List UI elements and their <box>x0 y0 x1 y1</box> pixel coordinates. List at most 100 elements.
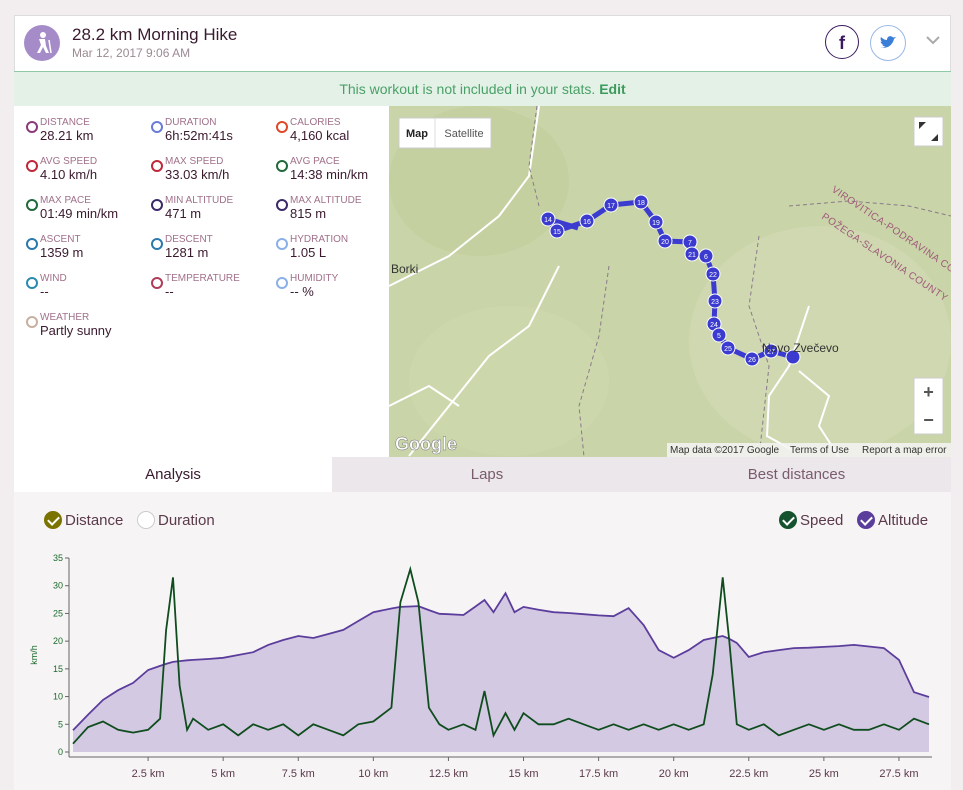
route-marker[interactable] <box>603 197 619 213</box>
toggle-box <box>857 511 875 529</box>
marker-label: 21 <box>688 252 696 259</box>
y-axis-label: km/h <box>29 645 39 665</box>
road <box>408 265 560 457</box>
workout-date: Mar 12, 2017 9:06 AM <box>72 46 191 60</box>
expand-chevron[interactable] <box>925 33 941 51</box>
road <box>389 106 540 287</box>
attribution[interactable]: Terms of Use <box>790 445 849 456</box>
x-tick-label: 22.5 km <box>729 768 768 780</box>
route-marker[interactable] <box>540 211 556 227</box>
route-marker[interactable] <box>657 233 673 249</box>
route-marker[interactable] <box>711 327 727 343</box>
marker-label: 23 <box>711 299 719 306</box>
marker-label: 27 <box>767 349 775 356</box>
twitter-icon <box>880 36 896 48</box>
x-tick-label: 2.5 km <box>132 768 165 780</box>
stat-value: 1281 m <box>165 245 209 260</box>
zoom-in[interactable]: + <box>923 382 934 402</box>
marker-label: 16 <box>583 219 591 226</box>
stat-label: MAX ALTITUDE <box>290 195 362 206</box>
stat-label: HUMIDITY <box>290 273 339 284</box>
stat-value: 1359 m <box>40 245 84 260</box>
stat-value: -- <box>165 284 174 299</box>
stat-label: MAX PACE <box>40 195 91 206</box>
route-marker[interactable] <box>705 266 721 282</box>
route-marker[interactable] <box>698 248 714 264</box>
marker-label: 5 <box>717 333 721 340</box>
stat-label: WIND <box>40 273 67 284</box>
stats-banner: This workout is not included in your sta… <box>14 72 951 106</box>
stat-value: 1.05 L <box>290 245 327 260</box>
x-tick-label: 15 km <box>509 768 539 780</box>
stat-value: 28.21 km <box>40 128 94 143</box>
toggle-label: Duration <box>158 512 215 529</box>
stat-icon <box>151 199 163 211</box>
tab[interactable]: Laps <box>332 457 642 492</box>
stat-value: 815 m <box>290 206 327 221</box>
route-marker[interactable] <box>744 351 760 367</box>
toggle-label: Altitude <box>878 512 929 529</box>
stat-label: DISTANCE <box>40 117 90 128</box>
stat-label: CALORIES <box>290 117 341 128</box>
x-tick-label: 20 km <box>659 768 689 780</box>
stat-icon <box>26 121 38 133</box>
stat-value: 01:49 min/km <box>40 206 119 221</box>
stat-icon <box>26 160 38 172</box>
marker-label: 24 <box>710 322 718 329</box>
marker-label: 22 <box>709 272 717 279</box>
tab[interactable]: Best distances <box>642 457 951 492</box>
stat-label: MAX SPEED <box>165 156 224 167</box>
tab[interactable]: Analysis <box>14 457 332 492</box>
edit-link[interactable]: Edit <box>599 81 626 97</box>
stat-value: 471 m <box>165 206 202 221</box>
route-marker[interactable] <box>707 293 723 309</box>
place-label: Novo Zvečevo <box>762 341 839 355</box>
x-tick-label: 10 km <box>358 768 388 780</box>
route-marker[interactable] <box>579 213 595 229</box>
stat-icon <box>151 121 163 133</box>
facebook-share[interactable]: f <box>825 25 859 59</box>
stat-icon <box>276 121 288 133</box>
stat-icon <box>276 277 288 289</box>
y-tick-label: 35 <box>53 553 63 563</box>
marker-label: 20 <box>661 239 669 246</box>
map-type-button[interactable]: Satellite <box>444 128 483 140</box>
fullscreen-icon <box>919 122 938 141</box>
stat-value: -- <box>40 284 49 299</box>
y-tick-label: 30 <box>53 581 63 591</box>
place-label: Borki <box>391 262 418 276</box>
fullscreen-button[interactable] <box>913 116 944 147</box>
x-tick-label: 25 km <box>809 768 839 780</box>
route-marker[interactable] <box>763 343 779 359</box>
route-marker[interactable] <box>720 340 736 356</box>
zoom-out[interactable]: − <box>923 410 934 430</box>
stat-icon <box>151 238 163 250</box>
marker-label: 25 <box>724 346 732 353</box>
route-marker[interactable] <box>633 194 649 210</box>
chevron-icon <box>926 36 940 45</box>
toggle-box <box>44 511 62 529</box>
x-tick-label: 27.5 km <box>879 768 918 780</box>
road <box>765 305 810 452</box>
map-type-button[interactable]: Map <box>406 128 428 140</box>
stat-label: HYDRATION <box>290 234 349 245</box>
stat-icon <box>26 238 38 250</box>
activity-icon <box>24 25 60 61</box>
y-tick-label: 15 <box>53 664 63 674</box>
stat-value: 4.10 km/h <box>40 167 98 182</box>
terrain <box>689 226 951 456</box>
twitter-share[interactable] <box>870 25 906 61</box>
marker-label: 17 <box>607 203 615 210</box>
series-line <box>72 565 930 745</box>
route-marker[interactable] <box>648 214 664 230</box>
zoom-control <box>913 377 944 435</box>
attribution[interactable]: Report a map error <box>862 445 947 456</box>
end-pin <box>785 349 801 365</box>
stat-icon <box>151 277 163 289</box>
route-marker[interactable] <box>549 223 565 239</box>
attribution: Map data ©2017 Google <box>670 445 780 456</box>
stat-icon <box>26 277 38 289</box>
stat-label: AVG SPEED <box>40 156 98 167</box>
stat-label: ASCENT <box>40 234 81 245</box>
